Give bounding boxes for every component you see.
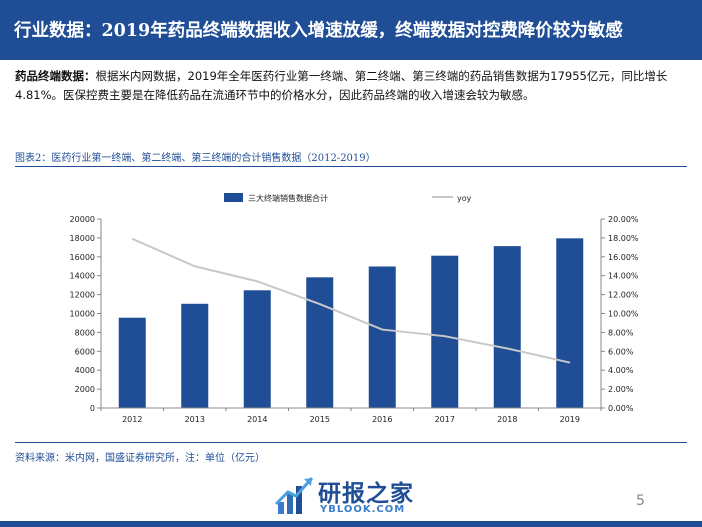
source-divider — [15, 442, 687, 443]
yoy-point — [194, 265, 196, 267]
left-tick-label: 12000 — [70, 291, 95, 300]
bar — [431, 255, 459, 408]
right-tick-label: 0.00% — [608, 404, 634, 413]
page-number: 5 — [636, 493, 645, 509]
summary-text: 根据米内网数据，2019年全年医药行业第一终端、第二终端、第三终端的药品销售数据… — [15, 69, 668, 102]
right-axis: 0.00% 2.00% 4.00% 6.00% 8.00% 10.00% 12.00% 14.… — [600, 215, 639, 413]
yoy-line — [131, 237, 570, 364]
summary-paragraph: 药品终端数据：根据米内网数据，2019年全年医药行业第一终端、第二终端、第三终端… — [15, 67, 691, 105]
caption-divider — [15, 166, 687, 167]
x-tick-label: 2018 — [497, 415, 517, 424]
bar — [243, 290, 271, 408]
x-tick-label: 2014 — [247, 415, 267, 424]
right-tick-label: 4.00% — [608, 366, 634, 375]
legend-bar-label: 三大终端销售数据合计 — [248, 193, 328, 203]
source-note: 资料来源：米内网，国盛证券研究所，注：单位（亿元） — [15, 453, 265, 464]
left-tick-label: 4000 — [75, 366, 95, 375]
yoy-point — [256, 280, 258, 282]
x-tick-label: 2017 — [435, 415, 455, 424]
yoy-point — [131, 238, 133, 240]
header-bar: 行业数据：2019年药品终端数据收入增速放缓，终端数据对控费降价较为敏感 — [0, 0, 702, 60]
x-axis: 2012 2013 2014 2015 2016 2017 2018 2019 — [100, 407, 602, 424]
x-tick-label: 2012 — [122, 415, 142, 424]
legend-bar-swatch — [224, 193, 243, 202]
summary-label: 药品终端数据： — [15, 69, 96, 83]
yoy-point — [506, 347, 508, 349]
right-tick-label: 12.00% — [608, 291, 639, 300]
left-tick-label: 2000 — [75, 385, 95, 394]
right-tick-label: 6.00% — [608, 347, 634, 356]
yoy-point — [569, 362, 571, 364]
logo-text-en: YBLOOK.COM — [320, 504, 406, 515]
bar — [181, 303, 209, 408]
left-tick-label: 14000 — [70, 272, 95, 281]
legend-line-label: yoy — [457, 194, 472, 203]
bar — [368, 266, 396, 408]
bar-series — [118, 238, 584, 408]
right-tick-label: 20.00% — [608, 215, 639, 224]
logo-text-cn: 研报之家 — [318, 481, 414, 507]
right-tick-label: 8.00% — [608, 328, 634, 337]
right-tick-label: 16.00% — [608, 253, 639, 262]
figure-caption: 图表2：医药行业第一终端、第二终端、第三终端的合计销售数据（2012-2019） — [15, 153, 376, 164]
left-tick-label: 0 — [90, 404, 95, 413]
bar — [493, 246, 521, 408]
bar — [556, 238, 584, 408]
footer-bar — [0, 521, 702, 527]
chart-legend: 三大终端销售数据合计 yoy — [224, 193, 472, 203]
left-tick-label: 10000 — [70, 310, 95, 319]
x-tick-label: 2013 — [185, 415, 205, 424]
x-tick-label: 2015 — [310, 415, 330, 424]
x-tick-label: 2019 — [560, 415, 580, 424]
page-title: 行业数据：2019年药品终端数据收入增速放缓，终端数据对控费降价较为敏感 — [14, 21, 623, 41]
chart: 三大终端销售数据合计 yoy 0 2000 4000 6000 8000 10000 1200… — [70, 193, 639, 424]
right-tick-label: 2.00% — [608, 385, 634, 394]
bar — [306, 277, 334, 408]
right-tick-label: 10.00% — [608, 310, 639, 319]
x-tick-label: 2016 — [372, 415, 392, 424]
logo-icon — [274, 477, 314, 514]
logo: 研报之家 YBLOOK.COM — [274, 472, 434, 520]
left-tick-label: 16000 — [70, 253, 95, 262]
left-tick-label: 20000 — [70, 215, 95, 224]
right-tick-label: 14.00% — [608, 272, 639, 281]
yoy-point — [444, 335, 446, 337]
yoy-point — [381, 329, 383, 331]
left-axis: 0 2000 4000 6000 8000 10000 12000 14000 16000 180… — [70, 215, 102, 413]
left-tick-label: 6000 — [75, 347, 95, 356]
yoy-series — [131, 237, 571, 364]
yoy-point — [319, 303, 321, 305]
left-tick-label: 8000 — [75, 328, 95, 337]
left-tick-label: 18000 — [70, 234, 95, 243]
right-tick-label: 18.00% — [608, 234, 639, 243]
bar — [118, 317, 146, 408]
